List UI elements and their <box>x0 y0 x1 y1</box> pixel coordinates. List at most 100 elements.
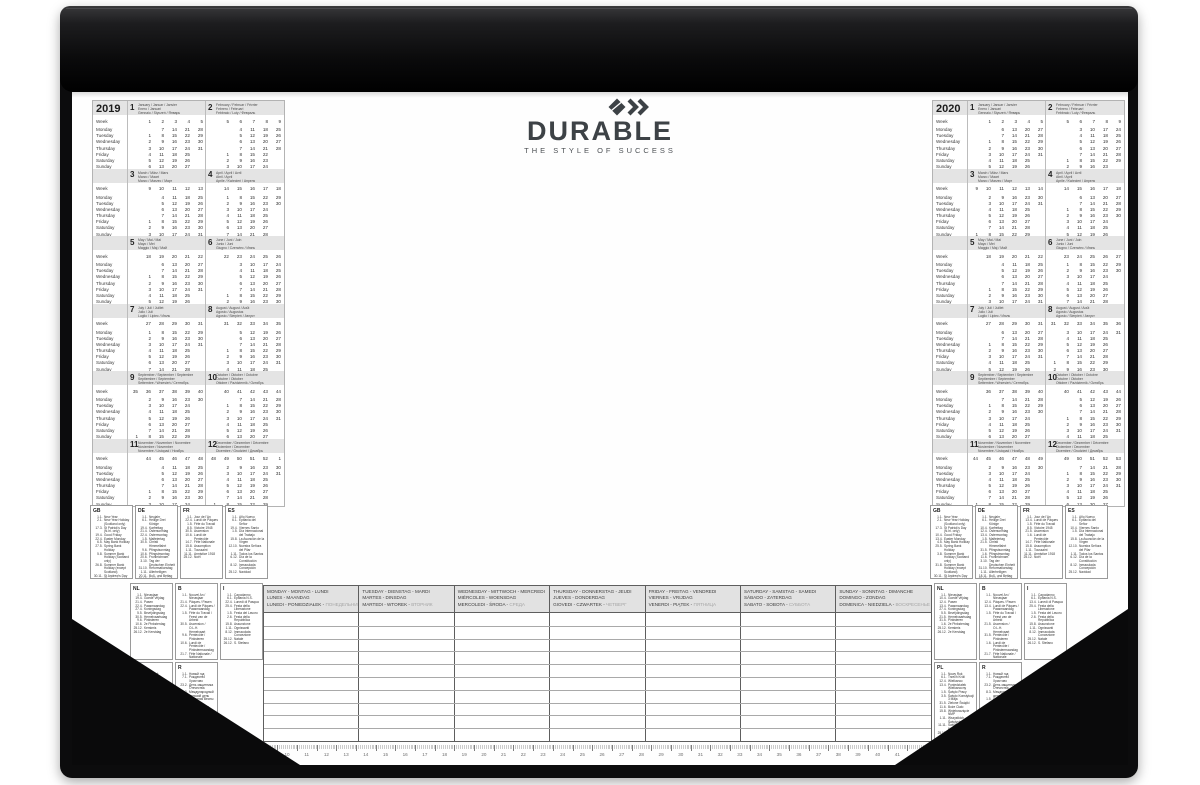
day-number: 18 <box>1089 434 1095 440</box>
holiday-date: 12.4. <box>939 678 947 683</box>
day-number: 19 <box>249 483 255 489</box>
month-name-line: Febbraio / Luty / Февраль <box>216 111 256 115</box>
holiday-name: Easter Monday <box>944 536 966 541</box>
holiday-date: 25.12. <box>979 578 988 579</box>
month-pair-row: 9 September / September / Septembre Septie… <box>93 371 284 441</box>
planner-cell <box>741 716 837 729</box>
day-number: 9 <box>1001 145 1004 151</box>
month-header: 10 October / Oktober / Octobre Octubre / O… <box>1046 371 1124 385</box>
holiday-item: 21.4. Pasen <box>133 600 170 605</box>
week-number: 3 <box>1014 118 1017 124</box>
week-number-row: 23 24 25 26 27 <box>1046 250 1124 260</box>
day-row: 2 9 16 23 30 <box>206 409 284 415</box>
day-number: 15 <box>1011 403 1017 409</box>
day-number: 28 <box>1115 151 1121 157</box>
day-number: 3 <box>988 354 991 360</box>
month-name-line: January / Januar / Janvier <box>138 103 178 107</box>
day-number: 13 <box>1089 194 1095 200</box>
day-number: 6 <box>239 335 242 341</box>
holiday-item: 8.5. Victoire 1945 <box>1023 526 1060 531</box>
day-number: 2 <box>226 157 229 163</box>
holiday-date: 10.4. <box>980 525 988 530</box>
holiday-date: 25.12. <box>139 578 148 579</box>
day-number: 12 <box>1076 286 1082 292</box>
week-number: 32 <box>236 321 242 326</box>
day-number: 22 <box>184 489 190 495</box>
day-number: 5 <box>148 157 151 163</box>
day-number: 15 <box>171 329 177 335</box>
month-name-line: November / November / Novembre <box>138 440 191 445</box>
week-number: 36 <box>1115 321 1121 326</box>
year-calendar-2019: 2019 1 January / Januar / Janvier Enero / J… <box>92 100 285 508</box>
ruler-cm-cell: 29 <box>651 745 671 761</box>
day-number: 26 <box>184 415 190 421</box>
holiday-item: 14.7. Fête Nationale <box>183 541 220 545</box>
week-number: 30 <box>1024 321 1030 326</box>
month-name-line: Abril / April <box>216 174 233 179</box>
day-number: 18 <box>1089 225 1095 231</box>
week-number: 34 <box>262 321 268 326</box>
day-number: 21 <box>249 495 255 501</box>
holiday-item: 12.4. Pâques / Pasen <box>982 600 1019 605</box>
day-number: 7 <box>148 366 151 372</box>
weekday-label: Sunday <box>96 231 112 237</box>
planner-cell <box>550 613 646 626</box>
day-row: 5 12 19 26 <box>1046 139 1124 145</box>
day-number: 2 <box>1066 164 1069 170</box>
day-number: 11 <box>999 157 1004 163</box>
day-row: 5 12 19 26 <box>1046 232 1124 238</box>
day-number: 10 <box>236 360 242 366</box>
holiday-panel-right-row1: GB 1.1. New Year 2.1. New Year Holiday (Scot… <box>930 505 1108 579</box>
day-number: 2 <box>988 145 991 151</box>
planner-cell <box>741 613 837 626</box>
week-number-row: 44 45 46 47 48 49 <box>968 453 1045 463</box>
day-number: 29 <box>197 133 203 139</box>
holiday-name: Pinksteren <box>144 618 160 623</box>
planner-cell <box>550 729 646 741</box>
day-number: 23 <box>1102 268 1108 274</box>
holiday-date: 27.4. <box>939 607 947 612</box>
day-number: 28 <box>197 213 203 219</box>
weekday-label: Monday <box>96 464 113 470</box>
month-header: 8 August / August / Août Agosto / Augustus… <box>206 304 284 317</box>
holiday-country-box: I 1.1. Capodanno 6.1. Epifania N.S. 22.4. Lune… <box>220 583 263 660</box>
month-pair-content: Week Monday Tuesday Wednesday Thursday Friday… <box>93 452 284 508</box>
day-number: 26 <box>1024 164 1030 170</box>
day-number: 30 <box>197 280 203 286</box>
holiday-date: 1.1. <box>182 592 188 597</box>
ruler-cm-cell: 40 <box>867 745 888 761</box>
day-number: 24 <box>1024 200 1030 206</box>
day-number: 29 <box>275 292 281 298</box>
weekday-label: Tuesday <box>936 133 954 139</box>
week-number: 21 <box>1024 253 1030 259</box>
weekday-labels: Week Monday Tuesday Wednesday Thursday Friday… <box>93 115 128 171</box>
day-number: 20 <box>1024 329 1030 335</box>
day-number: 2 <box>1066 213 1069 219</box>
month-number-badge: 8 <box>1048 305 1053 314</box>
week-number <box>206 186 219 193</box>
week-number-row: 44 45 46 47 48 <box>128 453 205 463</box>
day-number: 25 <box>184 151 190 157</box>
day-number: 3 <box>1066 427 1069 433</box>
week-number: 46 <box>171 456 177 461</box>
holiday-item: 1.6. 2e Pinksterdag <box>937 622 974 627</box>
planner-cell <box>836 678 931 690</box>
day-number: 14 <box>1089 200 1095 206</box>
week-number <box>1046 119 1059 126</box>
day-number: 28 <box>184 366 190 372</box>
holiday-item: 1.5. Fête du Travail <box>183 522 220 527</box>
holiday-name: Kerstmis <box>948 625 961 630</box>
day-row: 5 12 19 26 <box>206 133 284 139</box>
month-name-line: Agosto / Augustus <box>1056 309 1084 314</box>
month-name-line: November / November / Novembre <box>978 440 1031 445</box>
week-number: 24 <box>249 253 255 259</box>
holiday-item: 12.4. Ostersonntag <box>978 530 1015 534</box>
day-number: 30 <box>275 354 281 360</box>
holiday-date: 4.5. <box>937 540 943 545</box>
holiday-name: Nowy Rok <box>948 671 963 676</box>
day-number: 8 <box>239 194 242 200</box>
